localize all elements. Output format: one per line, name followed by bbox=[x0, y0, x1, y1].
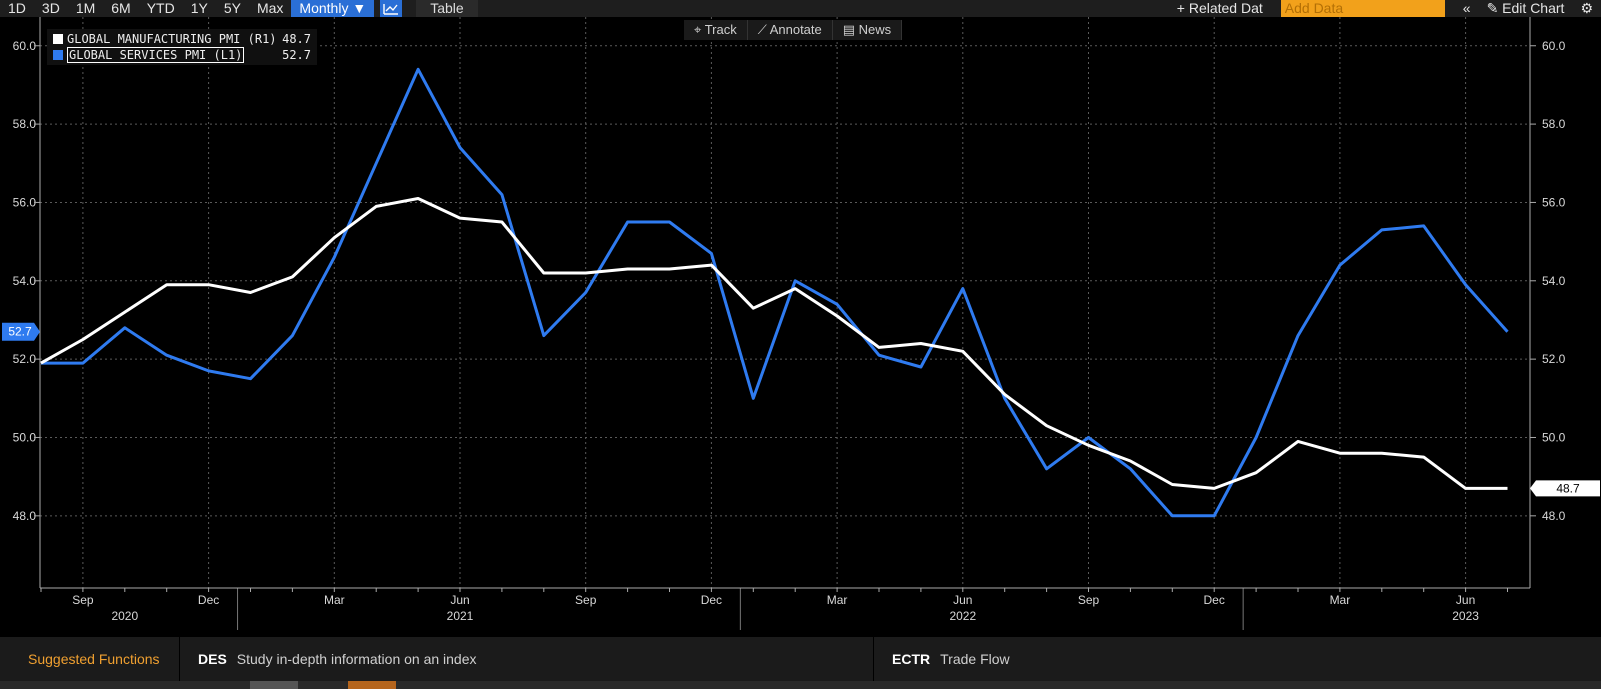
right-last-value-marker bbox=[1530, 480, 1600, 497]
legend-swatch-services bbox=[53, 50, 63, 60]
annotate-button[interactable]: ⟋ Annotate bbox=[748, 20, 833, 40]
line-chart-icon[interactable] bbox=[380, 0, 403, 17]
x-month-label: Jun bbox=[953, 593, 972, 607]
range-1y-button[interactable]: 1Y bbox=[190, 0, 208, 16]
right-y-tick-label: 48.0 bbox=[1542, 509, 1566, 523]
left-y-tick-label: 58.0 bbox=[13, 117, 37, 131]
range-1d-button[interactable]: 1D bbox=[8, 0, 26, 16]
left-y-tick-label: 56.0 bbox=[13, 195, 37, 209]
right-last-value-label: 48.7 bbox=[1556, 481, 1580, 495]
add-data-input[interactable] bbox=[1280, 0, 1445, 17]
left-y-tick-label: 54.0 bbox=[13, 274, 37, 288]
services-pmi-line bbox=[41, 67, 1509, 518]
right-y-tick-label: 60.0 bbox=[1542, 39, 1566, 53]
x-month-label: Mar bbox=[1330, 593, 1351, 607]
x-month-label: Sep bbox=[1078, 593, 1100, 607]
left-y-tick-label: 50.0 bbox=[13, 430, 37, 444]
frequency-dropdown[interactable]: Monthly ▼ bbox=[291, 0, 375, 17]
function-desc: Study in-depth information on an index bbox=[236, 651, 477, 667]
edit-chart-button[interactable]: ✎ Edit Chart bbox=[1486, 0, 1565, 16]
legend-entry-services[interactable]: GLOBAL SERVICES PMI (L1) 52.7 bbox=[53, 47, 311, 63]
x-month-label: Sep bbox=[575, 593, 597, 607]
legend-label-services: GLOBAL SERVICES PMI (L1) bbox=[67, 47, 245, 63]
status-tab[interactable] bbox=[250, 681, 298, 689]
range-max-button[interactable]: Max bbox=[256, 0, 284, 16]
function-code: DES bbox=[198, 651, 227, 667]
x-month-label: Mar bbox=[827, 593, 848, 607]
status-tab-active[interactable] bbox=[348, 681, 396, 689]
range-1m-button[interactable]: 1M bbox=[75, 0, 96, 16]
function-code: ECTR bbox=[892, 651, 931, 667]
x-month-label: Jun bbox=[450, 593, 469, 607]
left-y-tick-label: 60.0 bbox=[13, 39, 37, 53]
right-y-tick-label: 52.0 bbox=[1542, 352, 1566, 366]
collapse-icon[interactable]: « bbox=[1462, 0, 1471, 16]
right-y-tick-label: 56.0 bbox=[1542, 195, 1566, 209]
related-data-button[interactable]: + Related Dat bbox=[1176, 0, 1263, 16]
left-last-value-marker bbox=[2, 322, 40, 341]
range-6m-button[interactable]: 6M bbox=[111, 0, 131, 16]
legend-value-services: 52.7 bbox=[282, 48, 311, 62]
suggested-functions-bar: Suggested Functions DES Study in-depth i… bbox=[0, 637, 1601, 681]
chart-tools: ⌖ Track ⟋ Annotate ▤ News bbox=[684, 20, 903, 40]
legend-label-manufacturing: GLOBAL MANUFACTURING PMI (R1) bbox=[67, 32, 277, 46]
function-ectr[interactable]: ECTR Trade Flow bbox=[874, 637, 1601, 681]
x-month-label: Jun bbox=[1456, 593, 1475, 607]
value-markers: 52.7 48.7 bbox=[2, 322, 1600, 497]
left-y-tick-label: 48.0 bbox=[13, 509, 37, 523]
settings-gear-icon[interactable]: ⚙ bbox=[1580, 0, 1593, 16]
function-des[interactable]: DES Study in-depth information on an ind… bbox=[180, 637, 874, 681]
x-month-label: Sep bbox=[72, 593, 94, 607]
chart-toolbar: 1D 3D 1M 6M YTD 1Y 5Y Max Monthly ▼ Tabl… bbox=[0, 0, 1601, 17]
manufacturing-pmi-line bbox=[40, 197, 1508, 490]
x-month-label: Dec bbox=[198, 593, 219, 607]
left-last-value-label: 52.7 bbox=[8, 325, 32, 339]
table-button[interactable]: Table bbox=[416, 0, 478, 17]
range-ytd-button[interactable]: YTD bbox=[146, 0, 175, 16]
left-y-tick-label: 52.0 bbox=[13, 352, 37, 366]
function-desc: Trade Flow bbox=[940, 651, 1010, 667]
news-button[interactable]: ▤ News bbox=[833, 20, 903, 40]
axes: 48.0 50.0 52.0 54.0 56.0 58.0 60.0 48.0 50.0 52.0… bbox=[13, 17, 1566, 630]
range-3d-button[interactable]: 3D bbox=[41, 0, 60, 16]
legend-swatch-manufacturing bbox=[53, 34, 63, 44]
x-month-label: Dec bbox=[701, 593, 722, 607]
x-month-label: Dec bbox=[1204, 593, 1225, 607]
pmi-line-chart: 48.0 50.0 52.0 54.0 56.0 58.0 60.0 48.0 50.0 52.0… bbox=[2, 17, 1600, 630]
x-year-label: 2022 bbox=[949, 609, 976, 623]
x-year-label: 2021 bbox=[447, 609, 474, 623]
x-month-label: Mar bbox=[324, 593, 345, 607]
suggested-functions-label: Suggested Functions bbox=[0, 637, 180, 681]
x-year-label: 2020 bbox=[111, 609, 138, 623]
track-button[interactable]: ⌖ Track bbox=[684, 20, 748, 40]
x-year-label: 2023 bbox=[1452, 609, 1479, 623]
legend-value-manufacturing: 48.7 bbox=[282, 32, 311, 46]
range-5y-button[interactable]: 5Y bbox=[223, 0, 241, 16]
legend-entry-manufacturing[interactable]: GLOBAL MANUFACTURING PMI (R1) 48.7 bbox=[53, 31, 311, 47]
right-y-tick-label: 58.0 bbox=[1542, 117, 1566, 131]
right-y-tick-label: 54.0 bbox=[1542, 274, 1566, 288]
chart-legend: GLOBAL MANUFACTURING PMI (R1) 48.7 GLOBA… bbox=[47, 29, 317, 65]
grid-lines bbox=[40, 17, 1530, 588]
series-lines bbox=[40, 67, 1509, 518]
right-y-tick-label: 50.0 bbox=[1542, 430, 1566, 444]
bottom-status-strip bbox=[0, 681, 1601, 689]
